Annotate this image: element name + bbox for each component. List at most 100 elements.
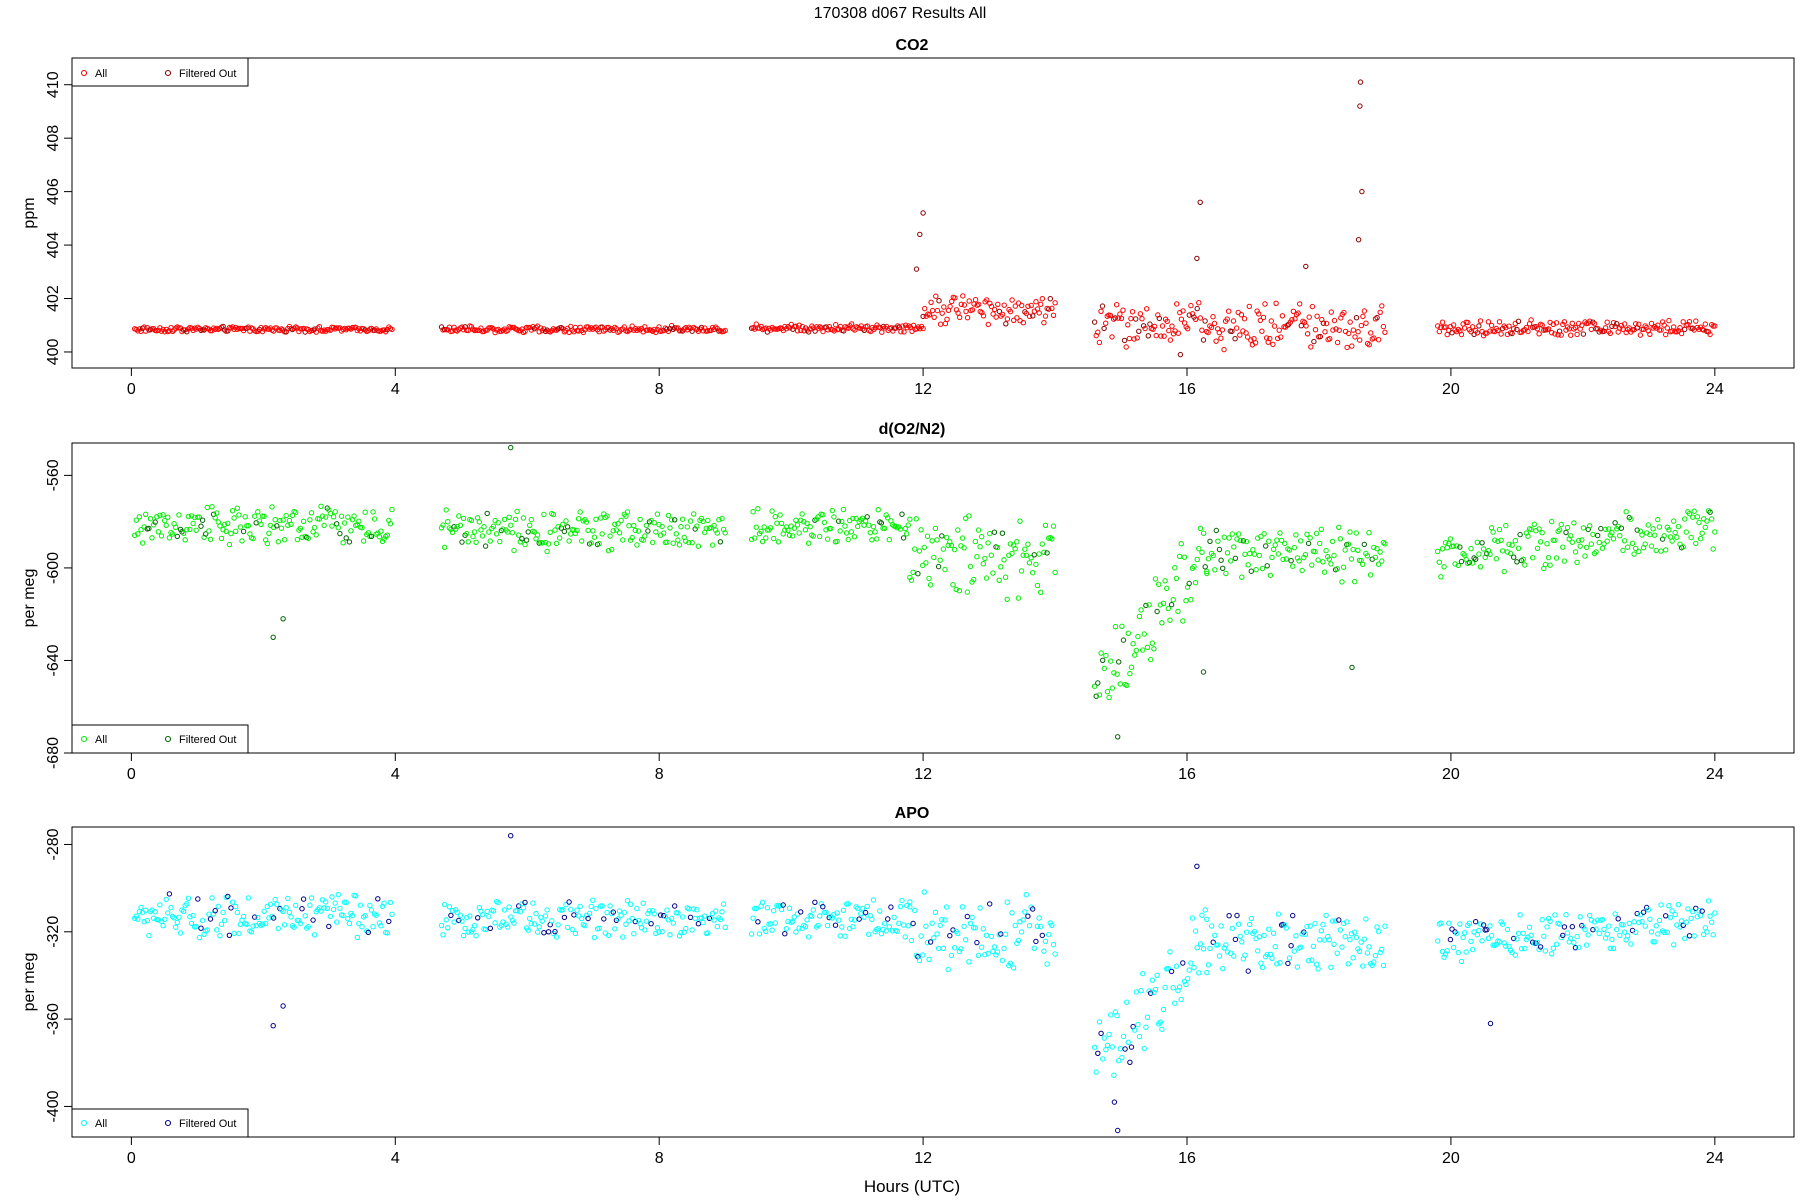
data-point	[1655, 322, 1661, 328]
data-point	[299, 906, 305, 912]
data-point	[1103, 652, 1109, 659]
data-point	[572, 530, 579, 537]
data-point	[1047, 296, 1054, 302]
data-point	[598, 515, 604, 521]
data-point	[1175, 608, 1181, 615]
data-point	[769, 508, 775, 514]
data-point	[1544, 924, 1550, 930]
data-point	[1290, 912, 1296, 919]
data-point	[610, 909, 616, 915]
data-point	[572, 930, 579, 937]
data-point	[1583, 942, 1590, 948]
data-point	[1506, 541, 1512, 547]
data-point	[855, 523, 861, 530]
data-point	[1042, 522, 1049, 528]
data-point	[1669, 908, 1675, 914]
data-point	[902, 525, 908, 532]
data-point	[904, 531, 910, 537]
data-point	[869, 537, 875, 543]
data-point	[672, 517, 678, 523]
data-point	[180, 908, 187, 915]
x-tick-label: 12	[914, 1150, 932, 1167]
data-point	[753, 905, 759, 912]
data-point	[459, 539, 465, 545]
data-point	[185, 513, 192, 520]
data-point	[508, 522, 514, 528]
data-point	[1033, 938, 1039, 945]
data-point	[1239, 939, 1245, 945]
data-point	[1564, 524, 1571, 531]
data-point	[179, 529, 185, 535]
data-point	[1690, 908, 1696, 915]
data-point	[1648, 320, 1655, 327]
data-point	[1223, 942, 1229, 948]
data-point	[1587, 523, 1593, 529]
data-point	[898, 329, 904, 335]
data-point	[829, 507, 835, 514]
data-point	[673, 325, 679, 331]
data-point	[824, 536, 831, 542]
data-point	[1531, 521, 1538, 527]
data-point	[1194, 255, 1200, 262]
data-point	[1606, 923, 1612, 929]
data-point	[1582, 926, 1588, 933]
data-point	[1336, 327, 1342, 333]
data-point	[924, 939, 931, 946]
data-point	[1712, 323, 1718, 329]
data-point	[365, 929, 371, 936]
data-point	[1134, 335, 1140, 341]
data-point	[1127, 1059, 1133, 1066]
data-point	[307, 902, 313, 908]
data-point	[1256, 311, 1262, 317]
y-tick-label: -320	[45, 916, 62, 948]
data-point	[530, 900, 536, 906]
data-point	[920, 210, 926, 216]
data-point	[1333, 326, 1339, 332]
data-point	[1218, 923, 1224, 929]
data-point	[820, 512, 826, 518]
data-point	[920, 562, 926, 569]
legend-apo: All Filtered Out	[71, 1108, 249, 1138]
data-point	[836, 518, 842, 524]
data-point	[1596, 539, 1602, 546]
data-point	[222, 917, 228, 924]
data-point	[293, 509, 299, 516]
data-point	[345, 514, 351, 520]
data-point	[334, 919, 340, 925]
data-point	[926, 312, 933, 318]
data-point	[999, 530, 1006, 536]
data-point	[665, 512, 672, 519]
data-point	[1118, 315, 1125, 322]
data-point	[1655, 931, 1661, 937]
data-point	[1686, 511, 1693, 517]
data-point	[1701, 327, 1707, 333]
data-point	[1441, 564, 1447, 570]
data-point	[950, 582, 956, 588]
data-point	[990, 311, 996, 317]
data-point	[1211, 320, 1218, 327]
data-point	[722, 530, 728, 536]
data-point	[534, 532, 541, 538]
data-point	[1604, 538, 1610, 544]
data-point	[1480, 546, 1487, 552]
data-point	[753, 524, 759, 530]
x-tick-label: 8	[655, 381, 664, 398]
data-point	[1162, 984, 1168, 991]
data-point	[323, 899, 329, 905]
data-point	[1349, 664, 1355, 671]
data-point	[1672, 529, 1678, 536]
data-point	[974, 554, 980, 560]
data-point	[1143, 602, 1149, 609]
data-point	[1117, 311, 1123, 317]
data-point	[850, 924, 856, 930]
data-point	[1599, 545, 1606, 551]
data-point	[717, 916, 724, 923]
data-point	[967, 563, 974, 570]
data-point	[646, 908, 653, 914]
data-point	[261, 908, 267, 914]
data-point	[506, 904, 512, 910]
data-point	[174, 919, 181, 926]
data-point	[635, 528, 642, 534]
data-point	[1534, 326, 1541, 332]
y-tick-label: 410	[45, 71, 62, 98]
